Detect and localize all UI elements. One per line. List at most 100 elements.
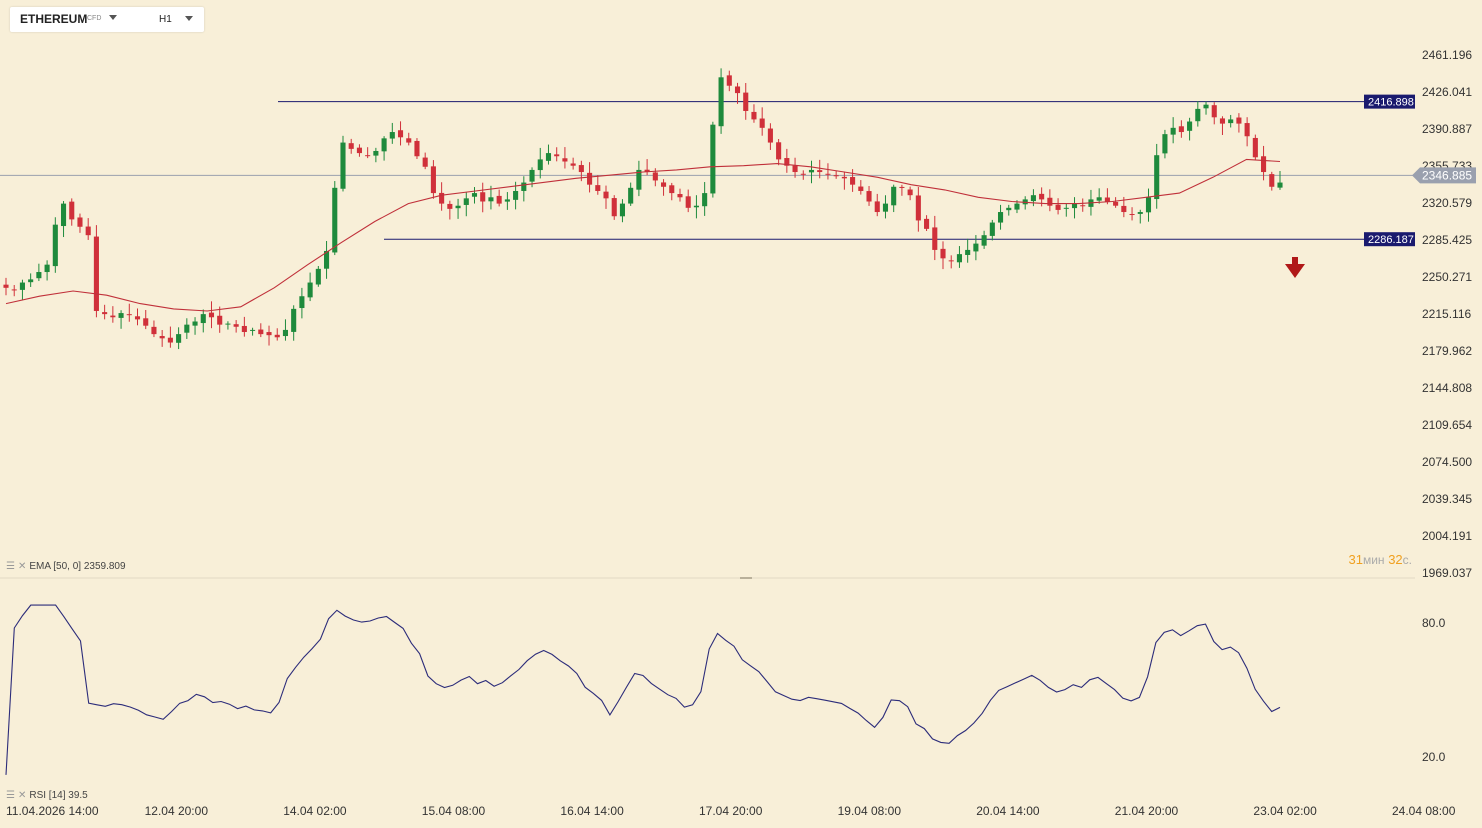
candle[interactable] xyxy=(669,182,675,201)
candle[interactable] xyxy=(233,320,239,333)
candle[interactable] xyxy=(504,192,510,210)
candle[interactable] xyxy=(266,325,272,346)
candle[interactable] xyxy=(159,330,165,347)
candle[interactable] xyxy=(134,308,141,326)
candle[interactable] xyxy=(1071,197,1078,219)
candle[interactable] xyxy=(167,326,173,348)
candle[interactable] xyxy=(997,204,1004,230)
candle[interactable] xyxy=(52,217,58,273)
candle[interactable] xyxy=(661,179,667,196)
candle[interactable] xyxy=(381,136,387,161)
candle[interactable] xyxy=(1277,170,1283,190)
candle[interactable] xyxy=(1080,198,1086,212)
candle[interactable] xyxy=(989,219,995,241)
candle[interactable] xyxy=(965,238,971,263)
candle[interactable] xyxy=(1006,204,1012,216)
candle[interactable] xyxy=(825,163,831,180)
close-icon[interactable]: ✕ xyxy=(17,790,27,801)
candle[interactable] xyxy=(250,327,256,336)
candle[interactable] xyxy=(1055,198,1061,215)
candle[interactable] xyxy=(924,215,930,232)
candle[interactable] xyxy=(307,272,313,302)
candle[interactable] xyxy=(480,182,486,213)
candle[interactable] xyxy=(430,160,436,199)
candle[interactable] xyxy=(365,147,371,159)
candle[interactable] xyxy=(93,225,99,318)
candle[interactable] xyxy=(1063,203,1069,217)
candle[interactable] xyxy=(11,285,17,297)
candle[interactable] xyxy=(1195,101,1201,127)
candle[interactable] xyxy=(332,181,338,256)
candle[interactable] xyxy=(258,323,264,338)
candle[interactable] xyxy=(496,189,502,207)
candle[interactable] xyxy=(817,159,823,179)
candle[interactable] xyxy=(1219,116,1226,135)
candle[interactable] xyxy=(784,148,790,173)
candle[interactable] xyxy=(702,182,708,216)
candle[interactable] xyxy=(44,260,50,281)
candle[interactable] xyxy=(217,306,223,333)
candle[interactable] xyxy=(455,198,461,219)
candle[interactable] xyxy=(1154,143,1160,209)
candle[interactable] xyxy=(397,121,404,146)
candle[interactable] xyxy=(225,321,231,330)
candle[interactable] xyxy=(751,104,757,123)
chevron-down-icon[interactable] xyxy=(185,16,193,21)
candle[interactable] xyxy=(759,107,765,136)
candle[interactable] xyxy=(1145,188,1152,222)
candle[interactable] xyxy=(463,191,469,217)
symbol-selector[interactable]: ETHEREUM xyxy=(20,12,88,26)
candle[interactable] xyxy=(315,265,321,287)
candle[interactable] xyxy=(143,310,149,330)
candle[interactable] xyxy=(619,199,625,223)
candle[interactable] xyxy=(77,213,83,233)
candle[interactable] xyxy=(718,68,724,134)
candle[interactable] xyxy=(570,157,576,170)
candle[interactable] xyxy=(184,318,190,339)
candle[interactable] xyxy=(628,182,634,206)
candle[interactable] xyxy=(406,132,412,146)
candle[interactable] xyxy=(1129,207,1135,221)
candle[interactable] xyxy=(800,170,806,180)
candle[interactable] xyxy=(726,70,732,92)
candle[interactable] xyxy=(439,182,445,211)
candle[interactable] xyxy=(414,138,420,159)
candle[interactable] xyxy=(776,139,782,166)
candle[interactable] xyxy=(1203,101,1209,115)
candle[interactable] xyxy=(521,176,527,202)
candle[interactable] xyxy=(1187,117,1193,141)
candle[interactable] xyxy=(1244,117,1250,147)
candle[interactable] xyxy=(348,138,354,154)
candle[interactable] xyxy=(1228,114,1234,128)
candle[interactable] xyxy=(554,147,560,162)
candle[interactable] xyxy=(833,170,839,179)
candle[interactable] xyxy=(324,240,330,279)
candle[interactable] xyxy=(767,123,773,150)
candle[interactable] xyxy=(69,198,75,226)
candle[interactable] xyxy=(471,187,478,204)
candle[interactable] xyxy=(488,185,494,210)
candle[interactable] xyxy=(60,201,67,238)
candle[interactable] xyxy=(611,195,617,220)
candle[interactable] xyxy=(19,279,25,301)
chevron-down-icon[interactable] xyxy=(109,15,117,20)
candle[interactable] xyxy=(636,160,642,197)
candle[interactable] xyxy=(874,193,880,217)
candle[interactable] xyxy=(973,235,979,261)
candle[interactable] xyxy=(110,306,116,323)
candle[interactable] xyxy=(36,263,42,282)
candle[interactable] xyxy=(282,319,289,341)
candle[interactable] xyxy=(948,255,954,269)
candle[interactable] xyxy=(299,287,305,319)
candle[interactable] xyxy=(208,301,215,329)
candle[interactable] xyxy=(422,152,428,170)
candle[interactable] xyxy=(932,215,938,261)
candle[interactable] xyxy=(291,305,297,341)
candle[interactable] xyxy=(882,195,889,219)
candle[interactable] xyxy=(356,144,362,157)
candle[interactable] xyxy=(858,180,864,195)
candle[interactable] xyxy=(734,82,741,104)
timeframe-selector[interactable]: H1 xyxy=(159,14,172,25)
candle[interactable] xyxy=(1162,129,1168,159)
